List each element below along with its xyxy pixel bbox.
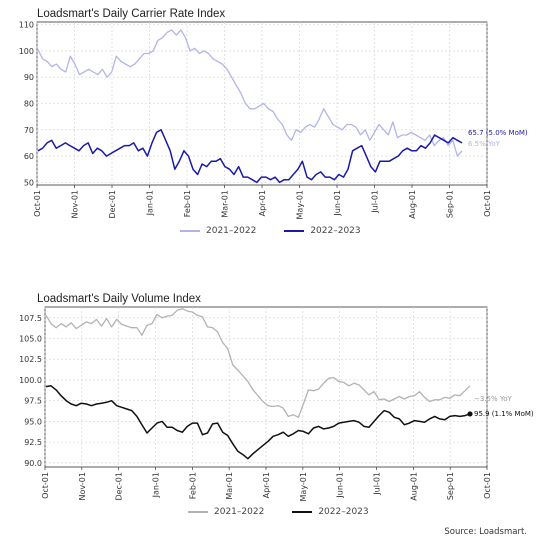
last-value-marker bbox=[467, 411, 473, 417]
legend-label-2022-2023: 2022–2023 bbox=[310, 226, 361, 236]
x-tick-label: Oct-01 bbox=[41, 472, 50, 499]
y-tick-label: 97.5 bbox=[24, 397, 42, 406]
series-line-2021-2022 bbox=[45, 308, 471, 418]
y-tick-label: 100 bbox=[19, 47, 34, 56]
x-tick-label: Oct-01 bbox=[483, 190, 492, 217]
end-annotation: 65.7 (5.0% MoM) bbox=[468, 129, 528, 137]
x-tick-label: Dec-01 bbox=[115, 472, 124, 501]
x-tick-label: Aug-01 bbox=[408, 190, 417, 219]
y-tick-label: 95.0 bbox=[24, 417, 42, 426]
y-tick-label: 60 bbox=[24, 152, 34, 161]
y-tick-label: 90.0 bbox=[24, 459, 42, 468]
end-annotation: −3.5% YoY bbox=[474, 395, 513, 403]
x-tick-label: Mar-01 bbox=[221, 190, 230, 218]
carrier-rate-chart: 50 60 70 80 90 100 110 Oct-01 Nov-01 Dec-01 Jan-01… bbox=[19, 21, 528, 220]
x-tick-label: Nov-01 bbox=[78, 472, 87, 500]
x-tick-label: Sep-01 bbox=[446, 472, 455, 500]
y-tick-label: 107.5 bbox=[19, 314, 42, 323]
y-tick-label: 90 bbox=[24, 73, 34, 82]
x-tick-label: Apr-01 bbox=[258, 190, 267, 216]
legend-swatch-2022-2023 bbox=[284, 230, 305, 232]
volume-chart-title: Loadsmart's Daily Volume Index bbox=[37, 293, 201, 305]
legend-label-2021-2022: 2021–2022 bbox=[214, 507, 265, 517]
x-tick-label: Feb-01 bbox=[188, 472, 197, 499]
x-tick-label: Dec-01 bbox=[108, 190, 117, 219]
x-tick-label: Sep-01 bbox=[446, 190, 455, 218]
y-tick-label: 50 bbox=[24, 178, 34, 187]
x-tick-label: Jan-01 bbox=[152, 472, 161, 498]
legend-label-2022-2023: 2022–2023 bbox=[318, 507, 369, 517]
end-annotation: 95.9 (1.1% MoM) bbox=[474, 410, 534, 418]
y-tick-label: 80 bbox=[24, 100, 34, 109]
source-note: Source: Loadsmart. bbox=[444, 527, 527, 537]
y-tick-label: 92.5 bbox=[24, 438, 42, 447]
series-line-2021-2022 bbox=[37, 29, 463, 157]
legend-label-2021-2022: 2021–2022 bbox=[206, 226, 257, 236]
x-tick-label: Jun-01 bbox=[336, 472, 345, 499]
y-tick-label: 110 bbox=[19, 21, 34, 30]
legend-swatch-2021-2022 bbox=[180, 230, 200, 232]
x-tick-label: May-01 bbox=[296, 190, 305, 219]
y-tick-label: 100.0 bbox=[19, 376, 42, 385]
x-tick-label: Jan-01 bbox=[146, 190, 155, 216]
x-tick-label: Feb-01 bbox=[183, 190, 192, 217]
x-tick-label: May-01 bbox=[299, 472, 308, 501]
volume-legend: 2021–2022 2022–2023 bbox=[188, 507, 369, 517]
legend-swatch-2021-2022 bbox=[188, 511, 208, 513]
legend-swatch-2022-2023 bbox=[292, 511, 313, 513]
series-line-2022-2023 bbox=[37, 129, 463, 184]
x-tick-label: Nov-01 bbox=[71, 190, 80, 218]
series-line-2022-2023 bbox=[45, 385, 471, 460]
x-tick-label: Oct-01 bbox=[33, 190, 42, 217]
end-annotation: 6.5% YoY bbox=[468, 140, 501, 148]
y-tick-label: 102.5 bbox=[19, 355, 42, 364]
x-tick-label: Jul-01 bbox=[373, 472, 382, 496]
carrier-rate-chart-title: Loadsmart's Daily Carrier Rate Index bbox=[37, 8, 226, 20]
carrier-rate-legend: 2021–2022 2022–2023 bbox=[180, 226, 361, 236]
y-tick-label: 70 bbox=[24, 126, 34, 135]
x-tick-label: Mar-01 bbox=[225, 472, 234, 500]
x-tick-label: Oct-01 bbox=[483, 472, 492, 499]
x-tick-label: Jul-01 bbox=[371, 190, 380, 214]
y-tick-label: 105.0 bbox=[19, 335, 42, 344]
x-tick-label: Apr-01 bbox=[262, 472, 271, 498]
x-tick-label: Aug-01 bbox=[409, 472, 418, 501]
x-tick-label: Jun-01 bbox=[333, 190, 342, 217]
